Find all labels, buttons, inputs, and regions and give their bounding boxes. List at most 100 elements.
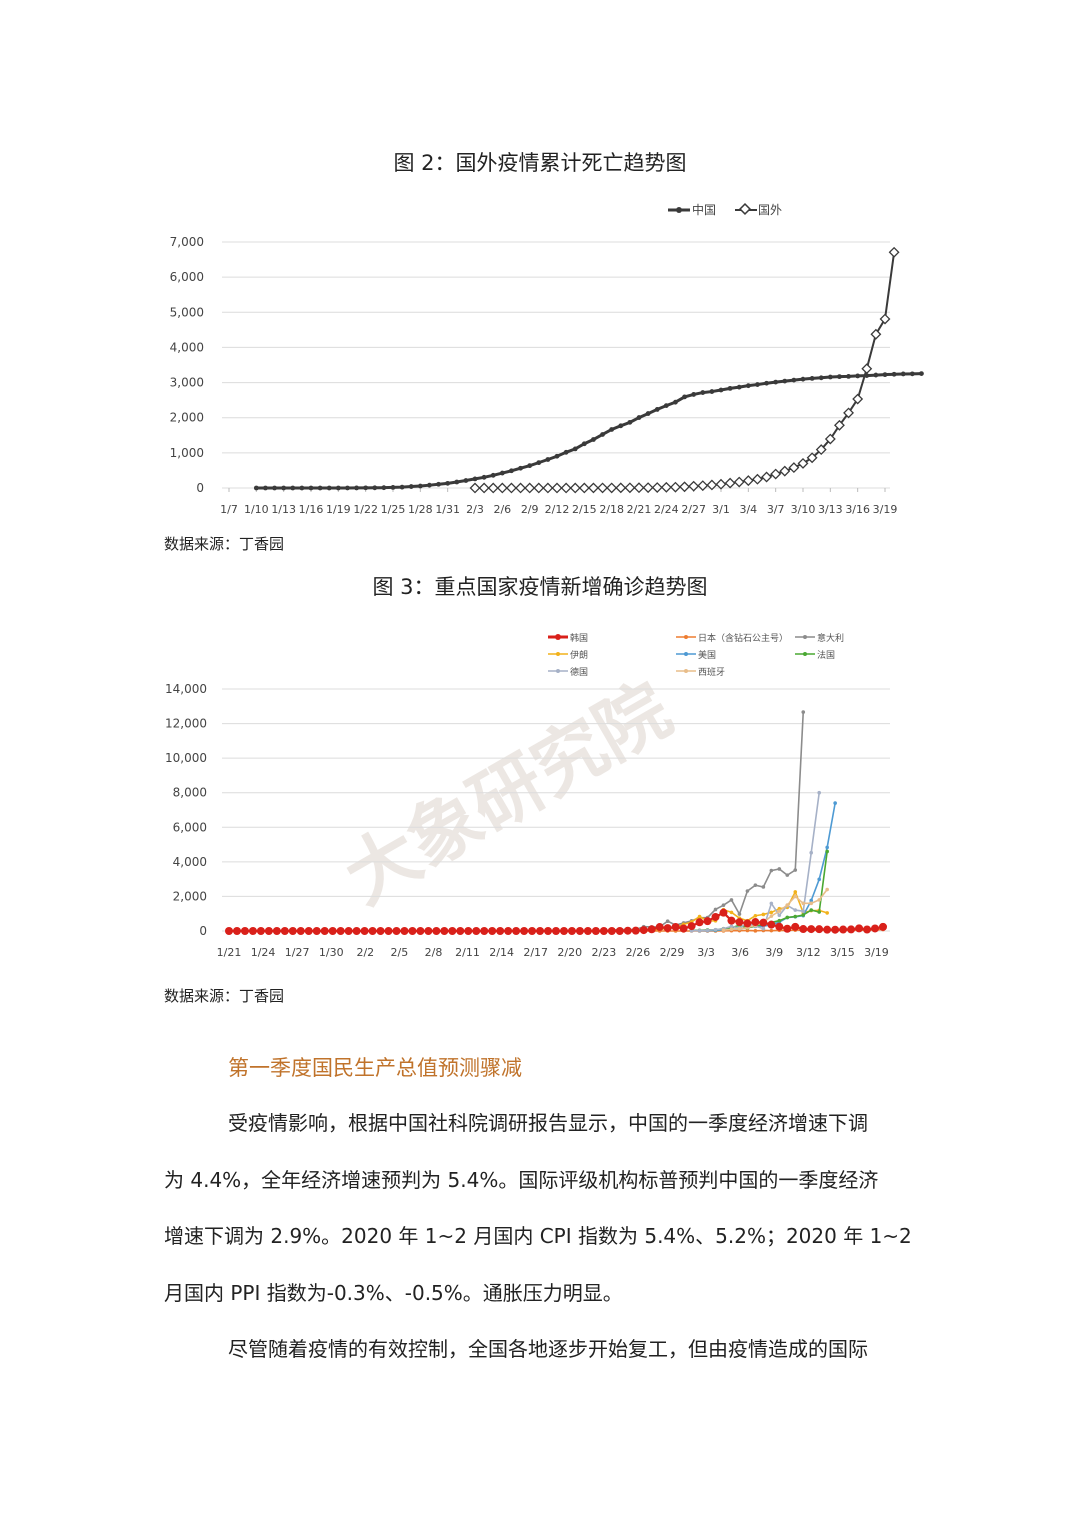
data-point-foreign <box>524 482 536 494</box>
data-point <box>825 911 829 915</box>
data-point <box>793 890 798 894</box>
data-point-korea <box>879 922 887 931</box>
data-point-china <box>900 371 906 377</box>
data-point-china <box>263 485 268 491</box>
data-point-china <box>299 485 305 491</box>
legend-label-china: 中国 <box>692 202 716 217</box>
x-tick-label: 2/2 <box>356 946 374 959</box>
data-point-korea <box>631 926 640 935</box>
data-point-korea <box>815 925 824 934</box>
data-point-foreign <box>624 482 636 494</box>
data-point <box>785 915 790 920</box>
data-point <box>721 928 726 932</box>
data-point-korea <box>448 927 457 935</box>
data-point <box>801 913 806 917</box>
data-point-foreign <box>833 419 845 431</box>
data-point <box>713 927 718 932</box>
data-point-korea <box>831 925 840 934</box>
data-point-korea <box>735 918 744 927</box>
data-point <box>793 914 798 919</box>
x-tick-label: 2/8 <box>425 946 443 959</box>
data-point-china <box>600 432 605 437</box>
data-point <box>825 849 829 854</box>
data-point-korea <box>647 925 656 934</box>
data-point-korea <box>328 927 337 935</box>
data-point-china <box>481 474 487 480</box>
data-point-korea <box>607 927 616 935</box>
data-point-china <box>727 385 733 391</box>
data-point <box>793 868 798 872</box>
data-point-china <box>745 383 751 389</box>
section-heading: 第一季度国民生产总值预测骤减 <box>228 1056 522 1080</box>
data-point-foreign <box>852 393 864 405</box>
data-point-foreign <box>815 444 827 456</box>
x-tick-label: 1/16 <box>299 503 324 516</box>
data-point-china <box>654 407 660 412</box>
data-point-china <box>773 379 779 385</box>
data-point <box>817 898 821 902</box>
data-point <box>769 928 774 933</box>
data-point <box>753 883 758 887</box>
data-point-china <box>499 470 505 476</box>
data-point-korea <box>264 927 273 935</box>
data-point-china <box>827 374 833 380</box>
data-point-foreign <box>542 482 554 494</box>
x-tick-label: 1/31 <box>435 503 460 516</box>
x-tick-label: 2/23 <box>591 946 616 959</box>
data-point <box>745 889 750 893</box>
data-point-korea <box>591 927 600 935</box>
data-point <box>737 926 742 931</box>
data-point-foreign <box>679 481 691 493</box>
data-point <box>801 901 806 906</box>
x-tick-label: 1/10 <box>244 503 269 516</box>
data-point-foreign <box>615 482 627 494</box>
data-point-foreign <box>797 457 809 469</box>
data-point-foreign <box>733 476 745 488</box>
data-point-korea <box>520 927 529 935</box>
paragraph-2: 尽管随着疫情的有效控制，全国各地逐步开始复工，但由疫情造成的国际 <box>164 1321 918 1378</box>
data-point-china <box>764 380 769 386</box>
data-point <box>769 910 774 915</box>
data-point <box>833 801 837 805</box>
data-point-china <box>709 389 715 394</box>
data-point <box>753 913 758 918</box>
data-point-korea <box>440 927 449 935</box>
data-point-china <box>290 485 296 491</box>
data-point-korea <box>871 924 880 933</box>
legend-marker <box>555 634 561 640</box>
x-tick-label: 1/25 <box>381 503 406 516</box>
x-tick-label: 1/27 <box>285 946 310 959</box>
data-point <box>769 868 774 873</box>
data-point-korea <box>376 927 385 935</box>
data-point <box>809 898 814 903</box>
data-point-china <box>809 375 815 381</box>
data-point-korea <box>456 927 465 935</box>
data-point-foreign <box>651 482 663 493</box>
data-point-foreign <box>642 482 654 494</box>
legend-marker <box>684 652 688 656</box>
data-point-china <box>919 371 924 377</box>
data-point-korea <box>480 927 489 935</box>
x-tick-label: 2/11 <box>455 946 480 959</box>
data-point-china <box>354 485 359 491</box>
data-point-korea <box>416 927 425 935</box>
data-point <box>785 903 790 907</box>
data-point-korea <box>743 919 752 928</box>
data-point-korea <box>232 927 241 935</box>
data-point-foreign <box>633 482 645 494</box>
data-point-korea <box>767 920 776 929</box>
data-point-korea <box>847 925 856 934</box>
paragraph-2-line: 尽管随着疫情的有效控制，全国各地逐步开始复工，但由疫情造成的国际 <box>228 1337 868 1361</box>
data-point-china <box>490 472 496 478</box>
data-point <box>721 903 726 908</box>
x-tick-label: 3/13 <box>818 503 843 516</box>
data-point-foreign <box>888 246 900 258</box>
data-point <box>809 850 814 855</box>
data-point-foreign <box>533 482 545 494</box>
legend-marker <box>556 669 560 673</box>
data-point-china <box>782 378 788 384</box>
legend-label: 意大利 <box>817 632 844 644</box>
data-point-korea <box>695 918 704 927</box>
data-point-china <box>673 399 678 405</box>
data-point-china <box>581 441 587 447</box>
